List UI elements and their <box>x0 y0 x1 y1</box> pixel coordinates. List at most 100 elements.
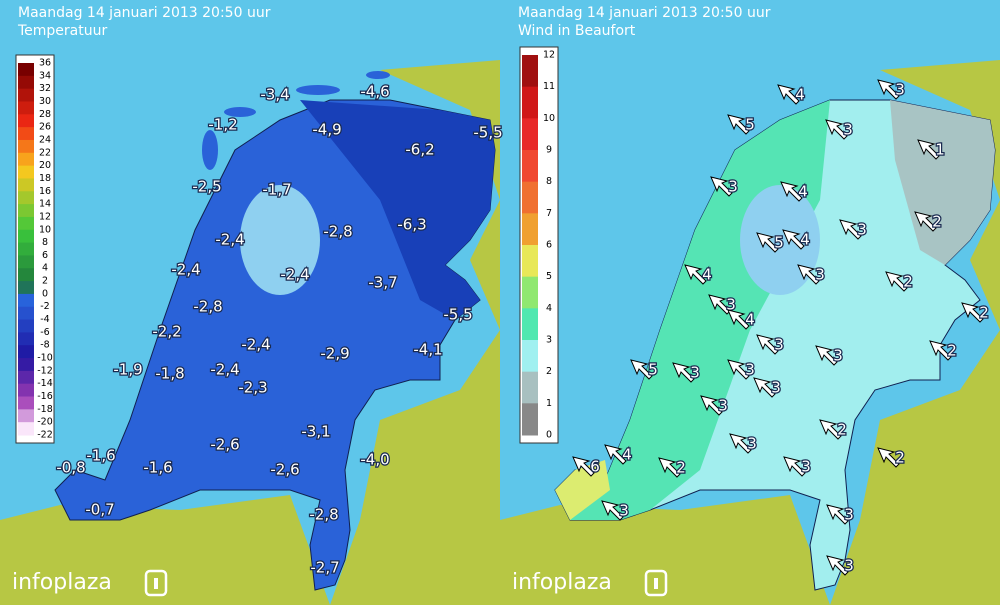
temperature-value: -1,8 <box>155 365 184 383</box>
scale-label: -14 <box>37 378 53 389</box>
scale-band <box>18 152 34 167</box>
temperature-value: -2,6 <box>270 461 299 479</box>
temperature-value: -2,9 <box>320 345 349 363</box>
wind-arrow <box>601 500 624 521</box>
island <box>296 85 340 95</box>
wind-arrow <box>885 271 908 292</box>
temperature-value: -2,4 <box>210 361 239 379</box>
temperature-value: -3,1 <box>301 423 330 441</box>
temperature-value: -1,7 <box>262 181 291 199</box>
scale-band <box>18 139 34 154</box>
scale-band <box>18 268 34 282</box>
wind-arrow <box>700 395 723 416</box>
scale-band <box>522 276 538 309</box>
wind-arrow <box>710 176 733 197</box>
scale-label: 8 <box>546 176 552 187</box>
wind-value: 6 <box>590 458 600 476</box>
temperature-value: -5,5 <box>443 306 472 324</box>
wind-arrow <box>727 309 750 330</box>
wind-value: 3 <box>801 458 811 476</box>
wind-value: 3 <box>619 502 629 520</box>
wind-value: 2 <box>676 459 686 477</box>
labels: Maandag 14 januari 2013 20:50 uur Tempera… <box>12 5 990 597</box>
wind-arrow <box>877 79 900 100</box>
wind-value: 3 <box>774 336 784 354</box>
scale-label: 28 <box>39 109 51 120</box>
wind-arrow <box>777 84 800 105</box>
wind-value: 4 <box>798 183 808 201</box>
scale-label: -12 <box>37 365 53 376</box>
scale-label: 18 <box>39 173 51 184</box>
scale-band <box>18 319 34 333</box>
scale-label: 3 <box>546 335 552 346</box>
scale-band <box>18 75 34 90</box>
scale-band <box>18 63 34 77</box>
temperature-value: -2,4 <box>171 261 200 279</box>
title: Maandag 14 januari 2013 20:50 uur <box>18 5 271 21</box>
scale-label: 5 <box>546 271 552 282</box>
land-germany <box>330 60 500 605</box>
scale-label: -4 <box>40 314 49 325</box>
wind-arrow <box>961 302 984 323</box>
wind-arrow <box>825 119 848 140</box>
scale-band <box>18 216 34 231</box>
wind-value: 5 <box>774 234 784 252</box>
wind-value: 4 <box>795 86 805 104</box>
scale-label: 12 <box>543 50 555 61</box>
wind-value: 3 <box>844 506 854 524</box>
scale-band <box>18 332 34 346</box>
temperature-value: -1,6 <box>86 447 115 465</box>
wind-arrow <box>604 444 627 465</box>
wind-value: 5 <box>745 116 755 134</box>
temperature-value: -2,4 <box>215 231 244 249</box>
scale-band <box>18 165 34 179</box>
temperature-value: -4,9 <box>312 121 341 139</box>
scale-label: 32 <box>39 83 51 94</box>
scale-label: 34 <box>39 70 51 81</box>
scale-label: 30 <box>39 96 51 107</box>
land-germany <box>830 60 1000 605</box>
wind-arrow <box>729 433 752 454</box>
scale-band <box>18 422 34 436</box>
scale-label: 14 <box>39 199 51 210</box>
wind-value: 5 <box>648 361 658 379</box>
wind-arrow <box>756 232 779 253</box>
scale-label: 4 <box>42 263 48 274</box>
scale-label: 2 <box>42 276 48 287</box>
scale-band <box>522 213 538 246</box>
wind-value: 3 <box>718 397 728 415</box>
scale-label: -6 <box>40 327 49 338</box>
temperature-value: -3,4 <box>260 86 289 104</box>
wind-arrow <box>672 362 695 383</box>
scale-label: 0 <box>546 430 552 441</box>
land-belgium <box>0 495 330 605</box>
scale-band <box>18 114 34 128</box>
temperature-value: -2,8 <box>193 298 222 316</box>
temperature-value: -1,2 <box>208 116 237 134</box>
cold-zone <box>300 100 495 320</box>
scale-band <box>522 308 538 341</box>
logo: infoplaza <box>12 570 112 595</box>
wind-value: 2 <box>895 449 905 467</box>
wind-arrow <box>826 555 849 576</box>
wind-arrow <box>753 377 776 398</box>
island <box>224 107 256 117</box>
temperature-value: -2,4 <box>280 266 309 284</box>
wind-arrow <box>756 334 779 355</box>
scale-band <box>18 88 34 102</box>
temperature-value: -2,6 <box>210 436 239 454</box>
temperature-value: -3,7 <box>368 274 397 292</box>
temperature-value: -0,7 <box>85 501 114 519</box>
scale-band <box>18 358 34 372</box>
wind-value: 3 <box>771 379 781 397</box>
scale-band <box>18 178 34 192</box>
temperature-value: -4,6 <box>360 83 389 101</box>
wind-value: 3 <box>728 178 738 196</box>
wind-value: 3 <box>833 347 843 365</box>
subtitle: Temperatuur <box>17 23 107 39</box>
scale-label: 6 <box>546 240 552 251</box>
temperature-value: -5,5 <box>473 124 502 142</box>
title: Maandag 14 januari 2013 20:50 uur <box>518 5 771 21</box>
wind-arrow <box>917 139 940 160</box>
wind-value: 3 <box>857 221 867 239</box>
